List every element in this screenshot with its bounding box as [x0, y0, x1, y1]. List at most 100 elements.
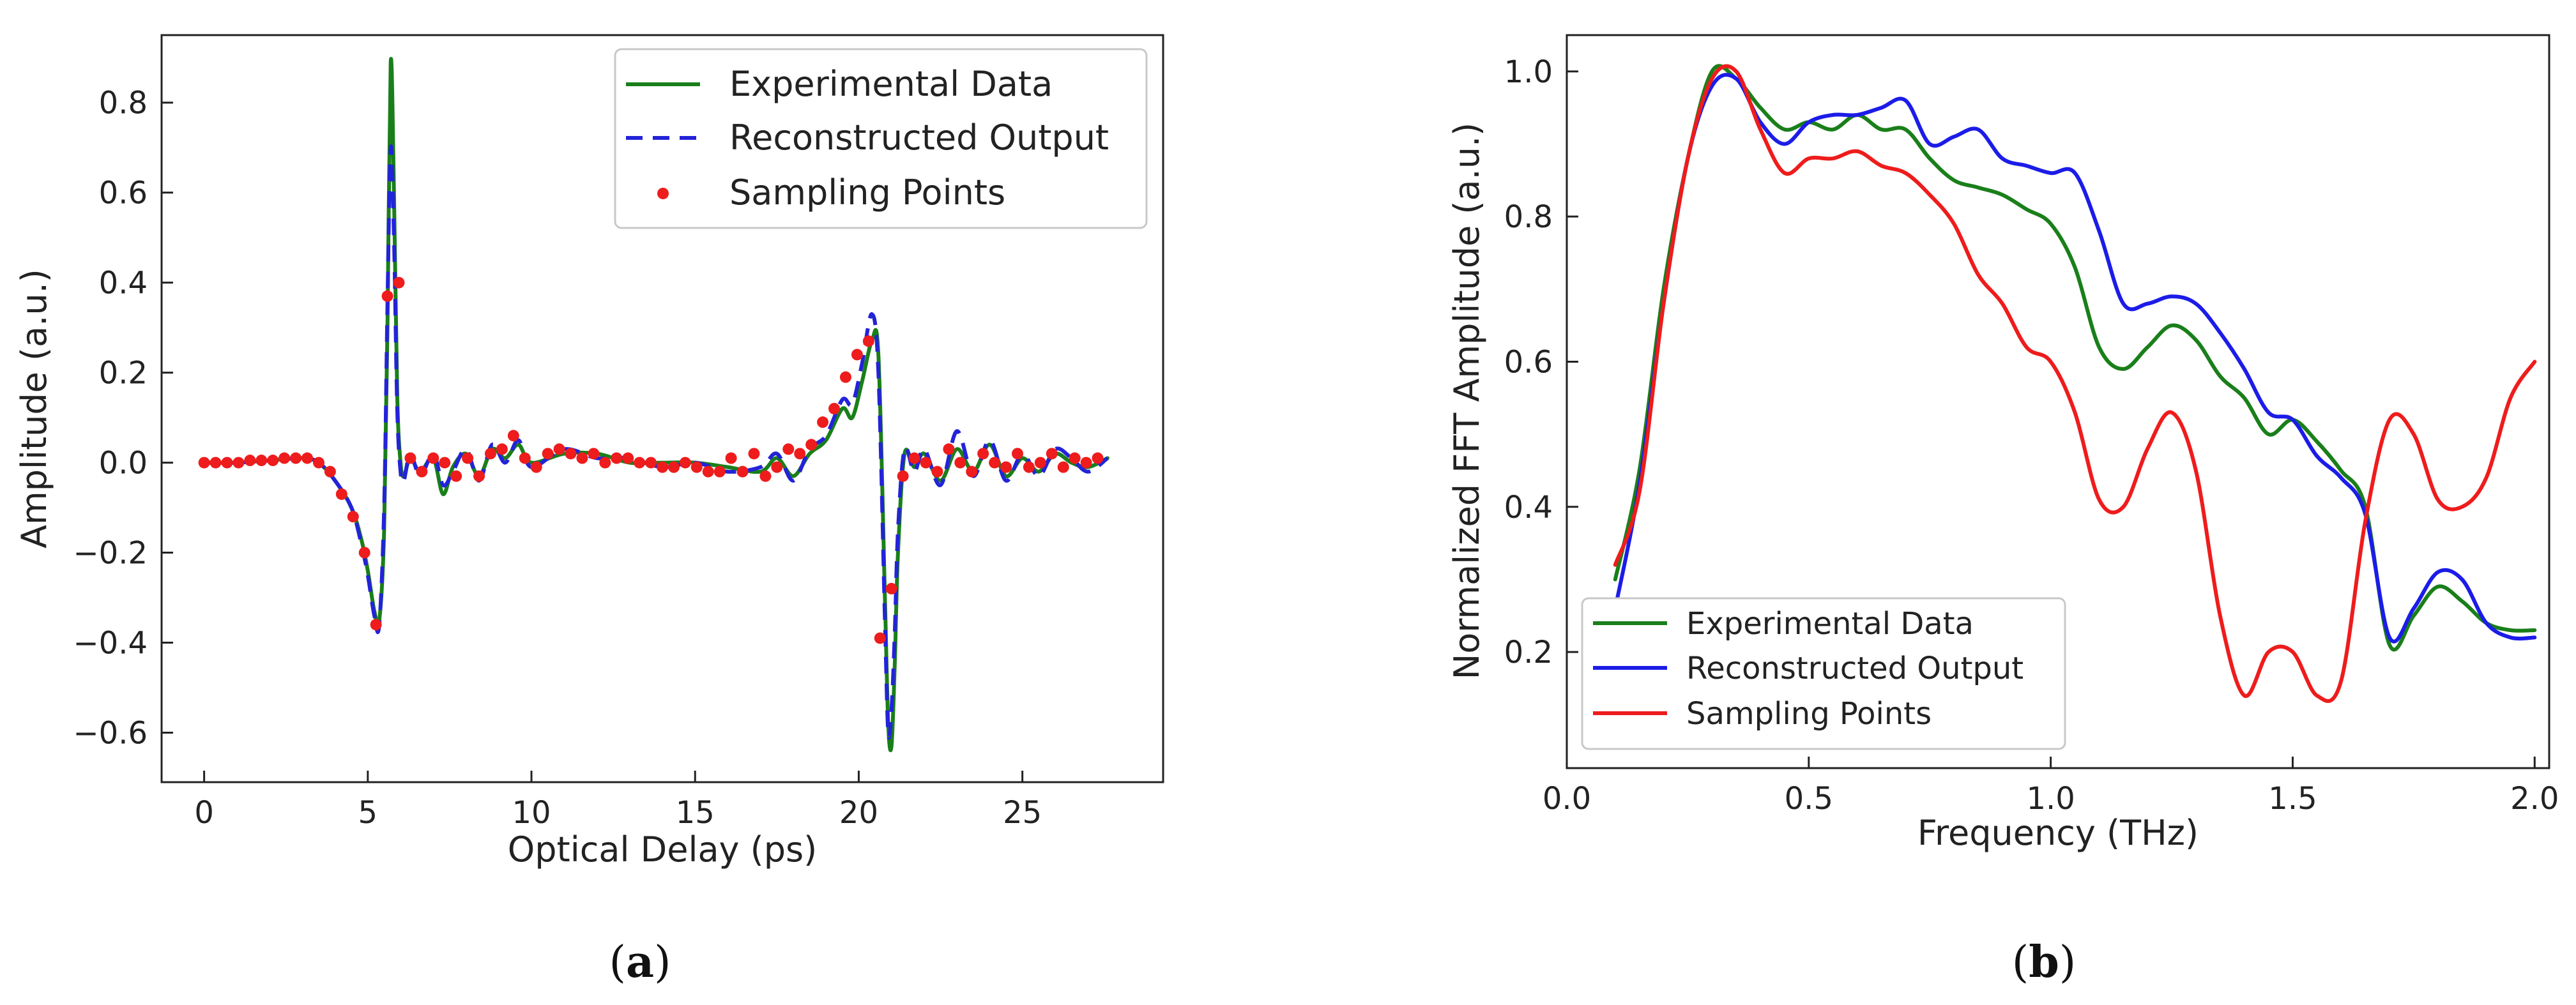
- panel-b-legend-label-reconstructed: Reconstructed Output: [1686, 651, 2023, 686]
- panel-a-caption: (a): [609, 937, 671, 988]
- panel-b-y-tick-label: 0.6: [1504, 344, 1553, 380]
- panel-b: 0.0 0.5 1.0 1.5 2.0 0.2 0.4 0.6 0.8 1.0 Frequenc…: [1447, 34, 2559, 988]
- panel-a-sampling-points: [198, 276, 1104, 644]
- panel-b-legend-label-experimental: Experimental Data: [1686, 606, 1974, 642]
- panel-a-sampling-point: [1023, 461, 1035, 473]
- panel-a-sampling-point: [1069, 452, 1081, 464]
- panel-a-x-tick-label: 25: [1003, 795, 1042, 831]
- panel-b-series-sampling-points: [1613, 64, 2537, 703]
- panel-b-x-tick-label: 1.5: [2268, 781, 2317, 817]
- panel-a-sampling-point: [702, 465, 714, 478]
- panel-a-sampling-point: [920, 457, 932, 469]
- panel-b-x-axis-label: Frequency (THz): [1917, 813, 2199, 853]
- panel-b-x-tick-label: 0.0: [1543, 781, 1591, 817]
- panel-a-sampling-point: [736, 465, 749, 478]
- panel-a-sampling-point: [312, 457, 324, 469]
- panel-a-sampling-point: [553, 443, 565, 455]
- panel-a-y-tick-label: 0.4: [99, 266, 148, 301]
- panel-a-sampling-point: [713, 465, 726, 478]
- panel-a-y-tick-label: −0.6: [73, 715, 148, 751]
- panel-a-y-axis-label: Amplitude (a.u.): [14, 269, 54, 548]
- panel-a-x-tick-label: 5: [358, 795, 378, 831]
- panel-a-sampling-point: [244, 455, 256, 467]
- panel-b-caption-letter: b: [2029, 937, 2059, 988]
- panel-a-sampling-point: [885, 582, 897, 594]
- panel-a-sampling-point: [943, 443, 955, 455]
- panel-a-sampling-point: [370, 619, 382, 631]
- panel-a-sampling-point: [805, 439, 818, 451]
- panel-a-legend-box: [614, 48, 1148, 229]
- panel-a-sampling-point: [324, 465, 336, 478]
- panel-a-x-tick-label: 10: [512, 795, 551, 831]
- panel-a-sampling-point: [301, 452, 314, 464]
- panel-a-sampling-point: [1080, 457, 1092, 469]
- panel-a-legend-label-sampling: Sampling Points: [729, 172, 1005, 213]
- panel-a-sampling-point: [725, 452, 737, 464]
- panel-a-sampling-point: [817, 416, 829, 428]
- panel-a-sampling-point: [484, 448, 496, 460]
- panel-a-sampling-point: [690, 461, 703, 473]
- panel-b-x-tick-label: 2.0: [2510, 781, 2559, 817]
- panel-a-y-tick-label: 0.2: [99, 356, 148, 391]
- panel-a-sampling-point: [255, 455, 268, 467]
- panel-a-sampling-point: [347, 511, 359, 523]
- panel-a-sampling-point: [519, 452, 531, 464]
- panel-a-sampling-point: [908, 452, 920, 464]
- panel-a-axes-frame: [160, 34, 1164, 783]
- panel-a-sampling-point: [232, 457, 245, 469]
- panel-a-sampling-point: [210, 457, 222, 469]
- panel-a-sampling-point: [198, 457, 210, 469]
- panel-a-sampling-point: [634, 457, 646, 469]
- panel-a-x-tick-label: 20: [839, 795, 878, 831]
- panel-a-sampling-point: [588, 448, 600, 460]
- panel-a-sampling-point: [874, 632, 886, 644]
- panel-a-sampling-point: [427, 452, 439, 464]
- panel-a-sampling-point: [645, 457, 657, 469]
- panel-a-sampling-point: [1000, 461, 1012, 473]
- panel-a-sampling-point: [335, 488, 347, 500]
- panel-b-x-tick-label: 0.5: [1785, 781, 1833, 817]
- panel-a-sampling-point: [576, 452, 588, 464]
- panel-a-sampling-point: [565, 448, 577, 460]
- panel-a-sampling-point: [667, 461, 680, 473]
- panel-b-caption: (b): [2012, 937, 2077, 988]
- panel-b-y-tick-label: 0.4: [1504, 490, 1553, 525]
- panel-a-sampling-point: [782, 443, 795, 455]
- panel-a-y-ticks: −0.6 −0.4 −0.2 0.0 0.2 0.4 0.6 0.8: [73, 86, 173, 751]
- panel-a-sampling-point: [393, 276, 405, 289]
- panel-a-y-tick-label: −0.2: [73, 536, 148, 571]
- panel-a-sampling-point: [931, 465, 943, 478]
- panel-a-sampling-point: [530, 461, 542, 473]
- panel-a-sampling-point: [439, 457, 451, 469]
- panel-a-caption-text: (a): [609, 937, 671, 988]
- panel-b-series-reconstructed-output: [1613, 73, 2537, 644]
- panel-a-sampling-point: [1046, 448, 1058, 460]
- panel-b-legend-box: [1581, 597, 2066, 750]
- panel-a-sampling-point: [966, 465, 978, 478]
- panel-a-sampling-point: [611, 452, 623, 464]
- panel-a-sampling-point: [473, 470, 485, 482]
- panel-a-sampling-point: [278, 452, 291, 464]
- panel-a-sampling-point: [290, 452, 302, 464]
- panel-a-caption-letter: a: [626, 937, 654, 988]
- panel-a-legend-label-experimental: Experimental Data: [729, 64, 1053, 104]
- panel-a-y-tick-label: 0.6: [99, 176, 148, 211]
- panel-a-sampling-point: [771, 461, 783, 473]
- panel-a-y-tick-label: 0.8: [99, 86, 148, 121]
- panel-a-legend: Experimental Data Reconstructed Output S…: [614, 48, 1148, 229]
- panel-a-sampling-point: [221, 457, 233, 469]
- panel-a-sampling-point: [450, 470, 462, 482]
- panel-a-sampling-point: [358, 547, 370, 559]
- panel-a-sampling-point: [381, 290, 393, 302]
- panel-a-sampling-point: [897, 470, 909, 482]
- panel-a-sampling-point: [1011, 448, 1023, 460]
- panel-a-sampling-point: [748, 448, 760, 460]
- panel-b-y-tick-label: 1.0: [1504, 54, 1553, 90]
- panel-a-sampling-point: [851, 349, 863, 361]
- panel-a-sampling-point: [977, 448, 989, 460]
- panel-a-sampling-point: [622, 452, 634, 464]
- panel-a-sampling-point: [1034, 457, 1046, 469]
- panel-a-x-tick-label: 0: [194, 795, 214, 831]
- panel-a-sampling-point: [404, 452, 416, 464]
- panel-b-legend: Experimental Data Reconstructed Output S…: [1581, 597, 2066, 750]
